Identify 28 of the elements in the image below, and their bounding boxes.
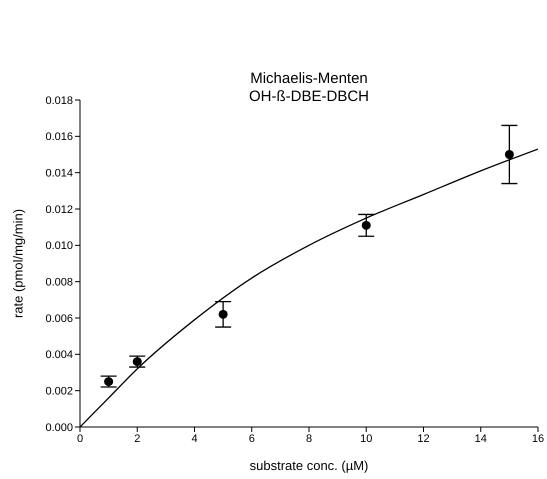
x-tick-label: 16 [532,432,544,445]
x-tick-label: 0 [76,432,84,445]
y-tick-label: 0.002 [45,386,73,398]
point [104,377,114,386]
point [218,310,228,319]
point [132,357,142,366]
y-tick-label: 0.010 [45,240,73,252]
x-tick-label: 10 [360,432,372,445]
x-tick-label: 4 [191,432,198,445]
point [504,150,514,160]
y-tick-label: 0.006 [45,312,73,325]
x-tick-label: 8 [306,432,312,445]
x-tick-label: 14 [474,432,487,445]
y-tick-label: 0.004 [45,349,73,362]
y-axis-title: rate (pmol/mg/min) [10,208,26,318]
x-tick-label: 2 [134,432,140,445]
y-tick-label: 0.012 [45,204,73,216]
y-tick-label: 0.000 [45,422,73,434]
y-tick-label: 0.008 [45,276,73,289]
chart-title: Michaelis-Menten [249,70,369,88]
y-tick-label: 0.016 [45,131,73,144]
point [362,220,371,230]
y-tick-label: 0.014 [45,168,73,180]
chart-subtitle: OH-ß-DBE-DBCH [248,88,370,106]
y-tick-label: 0.018 [45,94,73,107]
x-tick-label: 6 [248,432,255,445]
x-tick-label: 12 [417,432,430,445]
x-axis-title: substrate conc. (µM) [250,458,368,473]
